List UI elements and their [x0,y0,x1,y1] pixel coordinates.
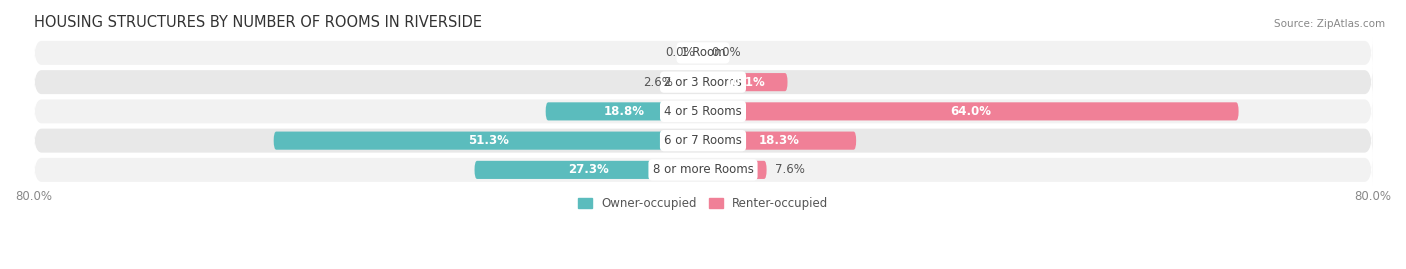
FancyBboxPatch shape [34,95,1372,128]
FancyBboxPatch shape [703,132,856,150]
Text: 0.0%: 0.0% [711,46,741,59]
FancyBboxPatch shape [703,102,1239,121]
Text: 51.3%: 51.3% [468,134,509,147]
Text: 2.6%: 2.6% [643,76,673,89]
Text: 1 Room: 1 Room [681,46,725,59]
Legend: Owner-occupied, Renter-occupied: Owner-occupied, Renter-occupied [572,193,834,215]
Text: 2 or 3 Rooms: 2 or 3 Rooms [664,76,742,89]
Text: 6 or 7 Rooms: 6 or 7 Rooms [664,134,742,147]
Text: 64.0%: 64.0% [950,105,991,118]
Text: 18.3%: 18.3% [759,134,800,147]
Text: 0.0%: 0.0% [665,46,695,59]
Text: 7.6%: 7.6% [775,163,804,176]
Text: HOUSING STRUCTURES BY NUMBER OF ROOMS IN RIVERSIDE: HOUSING STRUCTURES BY NUMBER OF ROOMS IN… [34,15,481,30]
FancyBboxPatch shape [682,73,703,91]
Text: 27.3%: 27.3% [568,163,609,176]
FancyBboxPatch shape [274,132,703,150]
Text: Source: ZipAtlas.com: Source: ZipAtlas.com [1274,19,1385,29]
FancyBboxPatch shape [475,161,703,179]
FancyBboxPatch shape [34,125,1372,157]
Text: 4 or 5 Rooms: 4 or 5 Rooms [664,105,742,118]
FancyBboxPatch shape [703,73,787,91]
FancyBboxPatch shape [34,154,1372,186]
FancyBboxPatch shape [34,37,1372,69]
Text: 18.8%: 18.8% [603,105,645,118]
Text: 8 or more Rooms: 8 or more Rooms [652,163,754,176]
FancyBboxPatch shape [546,102,703,121]
FancyBboxPatch shape [703,161,766,179]
FancyBboxPatch shape [34,66,1372,98]
Text: 10.1%: 10.1% [725,76,766,89]
